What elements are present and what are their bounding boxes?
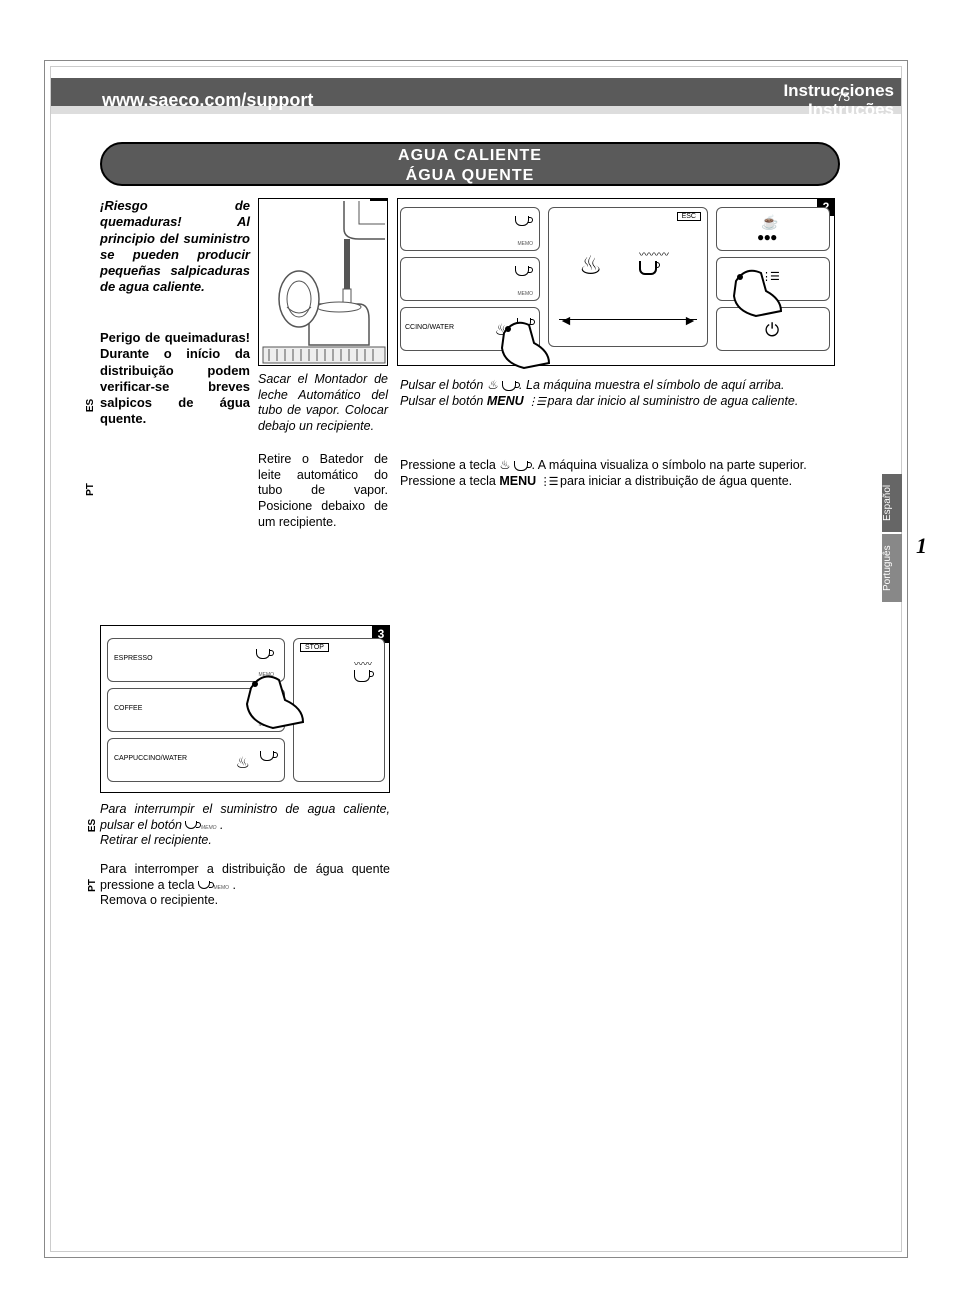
cup-icon	[256, 649, 270, 661]
stop-label: STOP	[300, 643, 329, 652]
step3-figure: 3 ESPRESSO MEMO COFFEE MEMO CAPPUCCINO/W…	[100, 625, 390, 793]
arrow-right-icon: ►	[683, 312, 697, 328]
label-coffee: COFFEE	[114, 705, 142, 712]
txt: Para interrumpir el suministro de agua c…	[100, 802, 390, 832]
hand-pointer-2-icon	[726, 261, 796, 321]
bean-icon: ☕	[761, 214, 778, 231]
cup-icon	[514, 461, 528, 471]
menu-icon	[540, 474, 557, 490]
panel-btn-cappuccino: CAPPUCCINO/WATER ♨	[107, 738, 285, 782]
cup-icon	[198, 881, 210, 889]
steam-icon: ♨	[487, 378, 498, 392]
txt: Pressione a tecla	[400, 458, 499, 472]
txt: Pulsar el botón	[400, 378, 487, 392]
lang-tag-es-2: ES	[87, 819, 98, 832]
label-espresso: ESPRESSO	[114, 655, 153, 662]
menu-icon	[527, 394, 544, 410]
cup-icon	[185, 821, 197, 829]
panel-btn-espresso: MEMO	[400, 207, 540, 251]
txt: .	[233, 878, 236, 892]
step1-figure: 1	[258, 198, 388, 366]
cup-icon	[515, 266, 529, 278]
header-url: www.saeco.com/support	[102, 90, 313, 111]
section-title-es: AGUA CALIENTE	[102, 146, 838, 166]
txt: Remova o recipiente.	[100, 893, 218, 907]
header-title-pt: Instruções	[808, 100, 894, 119]
power-icon: ⏻	[765, 320, 779, 341]
menu-word: MENU	[487, 394, 524, 408]
panel-btn-coffee: MEMO	[400, 257, 540, 301]
memo-label: MEMO	[213, 885, 229, 891]
warning-es: ¡Riesgo de quemaduras! Al principio del …	[100, 198, 250, 296]
txt: . A máquina visualiza o símbolo na parte…	[532, 458, 807, 472]
cup-icon	[502, 381, 516, 391]
cup-icon	[515, 216, 529, 228]
step2-figure: 2 MEMO MEMO CCINO/WATER ♨ ESC ♨ 〰〰〰 ◄ ► …	[397, 198, 835, 366]
memo-label: MEMO	[201, 825, 217, 831]
txt: Pulsar el botón	[400, 394, 487, 408]
txt: . La máquina muestra el símbolo de aquí …	[519, 378, 784, 392]
steam-icon: ♨	[499, 458, 510, 472]
caption-s2-pt: Pressione a tecla ♨ . A máquina visualiz…	[400, 458, 832, 489]
section-title-pt: ÁGUA QUENTE	[102, 166, 838, 186]
page-number: 75	[837, 90, 850, 104]
dots-icon: ● ● ●	[757, 230, 775, 244]
caption-s3-pt: Para interromper a distribuição de água …	[100, 862, 390, 909]
hot-cup-icon	[260, 751, 274, 763]
esc-label: ESC	[677, 212, 701, 221]
coffee-machine-illustration	[259, 199, 389, 367]
caption-s1-pt: Retire o Batedor de leite automático do …	[258, 452, 388, 530]
warning-pt: Perigo de queimaduras! Durante o início …	[100, 330, 250, 428]
lang-tag-pt-2: PT	[87, 879, 98, 892]
memo-label: MEMO	[517, 291, 533, 297]
hot-water-icon: 〰〰〰	[639, 246, 669, 277]
txt: .	[220, 818, 223, 832]
txt: para dar inicio al suministro de agua ca…	[548, 394, 799, 408]
panel-display: ESC ♨ 〰〰〰 ◄ ►	[548, 207, 708, 347]
label-ccino: CCINO/WATER	[405, 324, 454, 331]
txt: Para interromper a distribuição de água …	[100, 862, 390, 892]
hand-pointer-icon	[239, 666, 319, 736]
label-capp: CAPPUCCINO/WATER	[114, 755, 187, 762]
panel-btn-beans: ☕ ● ● ●	[716, 207, 830, 251]
caption-s3-es: Para interrumpir el suministro de agua c…	[100, 802, 390, 849]
hand-number-1: 1	[916, 533, 927, 559]
divider	[559, 319, 697, 320]
caption-s2-es: Pulsar el botón ♨ . La máquina muestra e…	[400, 378, 832, 409]
hand-pointer-1-icon	[494, 313, 564, 373]
memo-label: MEMO	[517, 241, 533, 247]
menu-word: MENU	[499, 474, 536, 488]
steam-icon: ♨	[236, 753, 250, 773]
caption-s1-es: Sacar el Montador de leche Automático de…	[258, 372, 388, 435]
hot-water-icon: 〰〰	[354, 657, 372, 684]
txt: Retirar el recipiente.	[100, 833, 212, 847]
txt: para iniciar a distribuição de água quen…	[560, 474, 792, 488]
lang-tag-es-1: ES	[85, 399, 96, 412]
steam-hand-icon: ♨	[579, 250, 602, 281]
lang-tag-pt-1: PT	[85, 483, 96, 496]
section-title: AGUA CALIENTE ÁGUA QUENTE	[100, 142, 840, 186]
txt: Pressione a tecla	[400, 474, 499, 488]
side-tab-portugues: Português	[882, 534, 902, 602]
side-tab-espanol: Español	[882, 474, 902, 532]
